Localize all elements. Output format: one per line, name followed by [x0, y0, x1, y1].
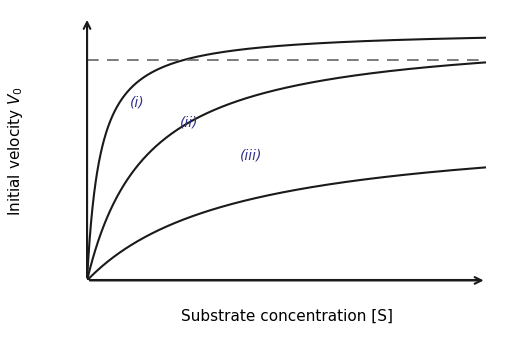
Text: Initial velocity $V_0$: Initial velocity $V_0$ [6, 86, 25, 215]
Text: Substrate concentration [S]: Substrate concentration [S] [181, 309, 393, 324]
Text: (i): (i) [130, 95, 145, 109]
Text: (iii): (iii) [240, 148, 263, 162]
Text: (ii): (ii) [180, 116, 199, 129]
